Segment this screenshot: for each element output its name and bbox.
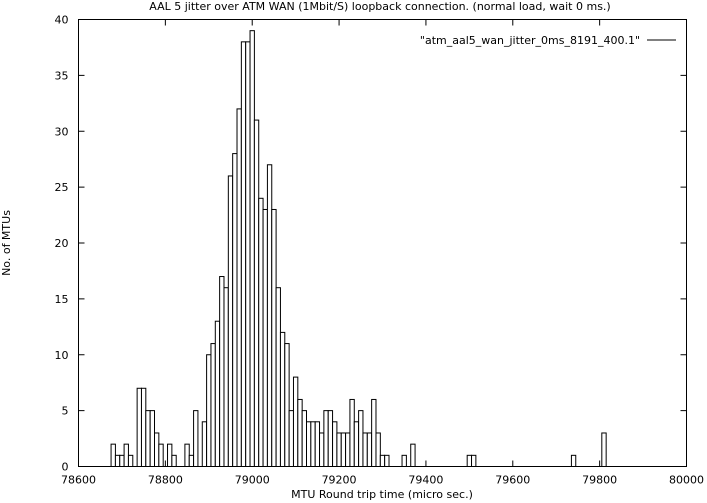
y-axis-ticks: 0 5 10 15 20 25 30 35 40 <box>55 14 687 474</box>
y-tick-label: 15 <box>55 293 69 306</box>
histogram-bar <box>466 454 473 468</box>
histogram-bar <box>292 376 299 468</box>
histogram-bar <box>184 443 190 467</box>
y-tick-label: 30 <box>55 125 69 138</box>
histogram-bar <box>210 343 216 468</box>
histogram-bar <box>119 454 125 468</box>
x-tick-label: 80000 <box>669 474 704 487</box>
histogram-bar <box>158 443 164 467</box>
histogram-bar <box>240 41 247 467</box>
histogram-bar <box>275 287 281 468</box>
y-tick-label: 10 <box>55 349 69 362</box>
histogram-bar <box>123 443 129 467</box>
legend-label: "atm_aal5_wan_jitter_0ms_8191_400.1" <box>420 34 640 47</box>
legend: "atm_aal5_wan_jitter_0ms_8191_400.1" <box>420 34 676 47</box>
x-tick-label: 79200 <box>322 474 357 487</box>
histogram-bar <box>323 410 329 467</box>
histogram-bar <box>149 410 156 467</box>
x-axis-ticks: 78600 78800 79000 79200 79400 79600 79800 80000 <box>61 19 704 487</box>
histogram-bar <box>349 398 355 468</box>
chart-title: AAL 5 jitter over ATM WAN (1Mbit/S) loop… <box>149 0 610 13</box>
plot-frame <box>78 19 687 467</box>
histogram-bar <box>245 41 251 467</box>
histogram-bar <box>471 454 477 468</box>
histogram-bar <box>362 432 368 468</box>
histogram-bar <box>371 398 377 468</box>
histogram-bar <box>353 421 360 467</box>
histogram-bar <box>358 410 364 467</box>
histogram-bar <box>232 153 238 467</box>
histogram-bar <box>327 410 334 467</box>
x-tick-label: 79000 <box>235 474 270 487</box>
x-tick-label: 79400 <box>408 474 443 487</box>
histogram-bar <box>206 354 212 467</box>
histogram-bar <box>314 421 321 467</box>
histogram-bar <box>570 454 577 468</box>
histogram-bar <box>227 175 234 467</box>
histogram-bar <box>366 432 373 468</box>
histogram-bar <box>284 343 290 468</box>
histogram-bar <box>401 454 407 468</box>
y-tick-label: 40 <box>55 14 69 27</box>
histogram-bar <box>410 443 416 467</box>
histogram-bar <box>236 108 242 468</box>
histogram-bar <box>249 30 255 468</box>
histogram-bar <box>262 208 268 467</box>
histogram-bar <box>301 410 307 467</box>
histogram-bar <box>271 208 277 467</box>
y-axis-label: No. of MTUs <box>0 210 13 276</box>
histogram-bar <box>127 454 134 468</box>
histogram-bar <box>288 410 294 467</box>
histogram-bar <box>319 432 325 468</box>
histogram-bar <box>188 454 195 468</box>
histogram-bar <box>253 119 260 467</box>
histogram-bar <box>601 432 607 468</box>
histogram-bar <box>167 443 173 467</box>
y-tick-label: 25 <box>55 181 69 194</box>
x-tick-label: 79600 <box>495 474 530 487</box>
histogram-bar <box>214 320 221 467</box>
histogram-bar <box>345 432 351 468</box>
histogram-bar <box>310 421 316 467</box>
histogram-bar <box>379 454 386 468</box>
histogram-bar <box>384 454 390 468</box>
histogram-bar <box>279 331 286 467</box>
histogram-bar <box>171 454 177 468</box>
y-tick-label: 5 <box>62 405 69 418</box>
histogram-bar <box>140 387 147 467</box>
x-axis-label: MTU Round trip time (micro sec.) <box>291 488 473 501</box>
histogram-bar <box>223 287 229 468</box>
histogram-bar <box>201 421 208 467</box>
x-tick-label: 78800 <box>148 474 183 487</box>
histogram-bar <box>336 432 342 468</box>
histogram-bars <box>110 30 607 468</box>
x-tick-label: 79800 <box>582 474 617 487</box>
histogram-bar <box>193 410 199 467</box>
histogram-bar <box>375 432 381 468</box>
histogram-bar <box>332 421 338 467</box>
histogram-bar <box>340 432 347 468</box>
histogram-bar <box>306 421 312 467</box>
histogram-bar <box>114 454 121 468</box>
histogram-bar <box>266 164 273 467</box>
histogram-bar <box>258 197 264 468</box>
x-tick-label: 78600 <box>61 474 96 487</box>
histogram-bar <box>110 443 116 467</box>
y-tick-label: 20 <box>55 237 69 250</box>
histogram-bar <box>297 398 303 468</box>
y-tick-label: 35 <box>55 69 69 82</box>
y-tick-label: 0 <box>62 461 69 474</box>
histogram-bar <box>136 387 142 467</box>
histogram-bar <box>154 432 160 468</box>
histogram-bar <box>145 410 151 467</box>
histogram-bar <box>219 276 225 467</box>
